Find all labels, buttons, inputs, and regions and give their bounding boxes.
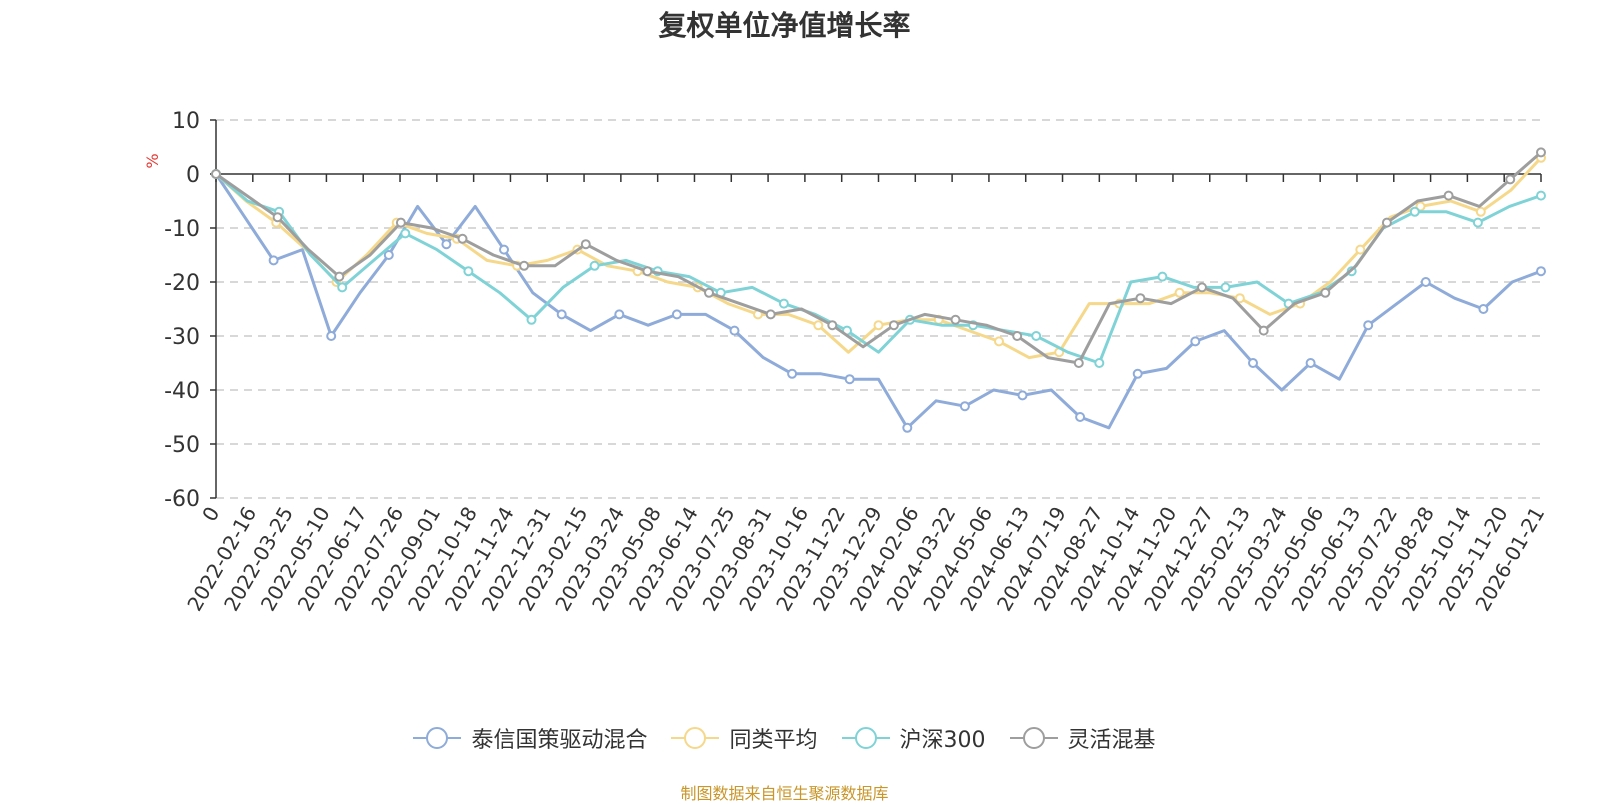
series-2-point xyxy=(1411,208,1419,216)
series-2-point xyxy=(1032,332,1040,340)
series-2-point xyxy=(591,262,599,270)
legend-label: 泰信国策驱动混合 xyxy=(471,722,647,754)
series-2-point xyxy=(1537,192,1545,200)
series-1-point xyxy=(814,321,822,329)
series-2-point xyxy=(1474,219,1482,227)
y-tick-label: -30 xyxy=(164,325,200,350)
series-2-point xyxy=(1095,359,1103,367)
legend-item[interactable]: 灵活混基 xyxy=(1010,722,1156,754)
source-note: 制图数据来自恒生聚源数据库 xyxy=(0,780,1569,804)
chart-legend: 泰信国策驱动混合 同类平均 沪深300 灵活混基 xyxy=(0,722,1569,754)
series-0-point xyxy=(961,402,969,410)
series-3-point xyxy=(1537,148,1545,156)
legend-line-circle-icon xyxy=(1010,725,1058,751)
series-2-point xyxy=(780,300,788,308)
legend-label: 灵活混基 xyxy=(1068,722,1156,754)
y-tick-label: -50 xyxy=(164,433,200,458)
legend-label: 沪深300 xyxy=(900,722,986,754)
chart-plot: 100-10-20-30-40-50-60%02022-02-162022-03… xyxy=(0,0,1600,700)
series-0-point xyxy=(1191,337,1199,345)
legend-item[interactable]: 同类平均 xyxy=(671,722,817,754)
series-2-point xyxy=(1158,273,1166,281)
series-0-point xyxy=(270,256,278,264)
y-tick-label: -10 xyxy=(164,217,200,242)
legend-label: 同类平均 xyxy=(729,722,817,754)
series-3-point xyxy=(212,170,220,178)
series-0-point xyxy=(1307,359,1315,367)
legend-line-circle-icon xyxy=(413,725,461,751)
series-3-point xyxy=(520,262,528,270)
series-0-point xyxy=(1019,391,1027,399)
series-3-point xyxy=(1198,283,1206,291)
series-0-point xyxy=(846,375,854,383)
series-3-point xyxy=(767,310,775,318)
x-tick-label: 0 xyxy=(197,503,224,526)
legend-line-circle-icon xyxy=(671,725,719,751)
series-3-point xyxy=(459,235,467,243)
series-line-3 xyxy=(216,152,1541,363)
series-2-point xyxy=(338,283,346,291)
series-3-point xyxy=(582,240,590,248)
series-1-point xyxy=(995,337,1003,345)
series-0-point xyxy=(673,310,681,318)
series-3-point xyxy=(335,273,343,281)
series-0-point xyxy=(500,246,508,254)
y-tick-label: -40 xyxy=(164,379,200,404)
y-tick-label: -20 xyxy=(164,271,200,296)
series-3-point xyxy=(890,321,898,329)
y-axis-unit: % xyxy=(143,153,162,168)
series-0-point xyxy=(385,251,393,259)
series-0-point xyxy=(1364,321,1372,329)
series-1-point xyxy=(1176,289,1184,297)
series-3-point xyxy=(952,316,960,324)
series-0-point xyxy=(1479,305,1487,313)
series-0-point xyxy=(615,310,623,318)
series-0-point xyxy=(1134,370,1142,378)
series-0-point xyxy=(903,424,911,432)
series-3-point xyxy=(643,267,651,275)
series-0-point xyxy=(1537,267,1545,275)
series-1-point xyxy=(875,321,883,329)
series-3-point xyxy=(828,321,836,329)
series-0-point xyxy=(1076,413,1084,421)
series-0-point xyxy=(558,310,566,318)
series-3-point xyxy=(1445,192,1453,200)
series-3-point xyxy=(1075,359,1083,367)
series-3-point xyxy=(1506,175,1514,183)
series-0-point xyxy=(442,240,450,248)
legend-item[interactable]: 沪深300 xyxy=(842,722,986,754)
series-0-point xyxy=(1249,359,1257,367)
series-2-point xyxy=(1222,283,1230,291)
legend-line-circle-icon xyxy=(842,725,890,751)
series-3-point xyxy=(1383,219,1391,227)
series-3-point xyxy=(1136,294,1144,302)
series-0-point xyxy=(788,370,796,378)
series-0-point xyxy=(731,327,739,335)
y-tick-label: 10 xyxy=(172,109,200,134)
series-3-point xyxy=(274,213,282,221)
series-3-point xyxy=(1321,289,1329,297)
series-3-point xyxy=(705,289,713,297)
series-3-point xyxy=(397,219,405,227)
series-2-point xyxy=(464,267,472,275)
y-tick-label: 0 xyxy=(186,163,200,188)
series-2-point xyxy=(528,316,536,324)
legend-item[interactable]: 泰信国策驱动混合 xyxy=(413,722,647,754)
series-2-point xyxy=(401,229,409,237)
series-0-point xyxy=(1422,278,1430,286)
y-tick-label: -60 xyxy=(164,487,200,512)
series-0-point xyxy=(327,332,335,340)
series-1-point xyxy=(1356,246,1364,254)
series-3-point xyxy=(1013,332,1021,340)
series-1-point xyxy=(1477,208,1485,216)
series-3-point xyxy=(1260,327,1268,335)
